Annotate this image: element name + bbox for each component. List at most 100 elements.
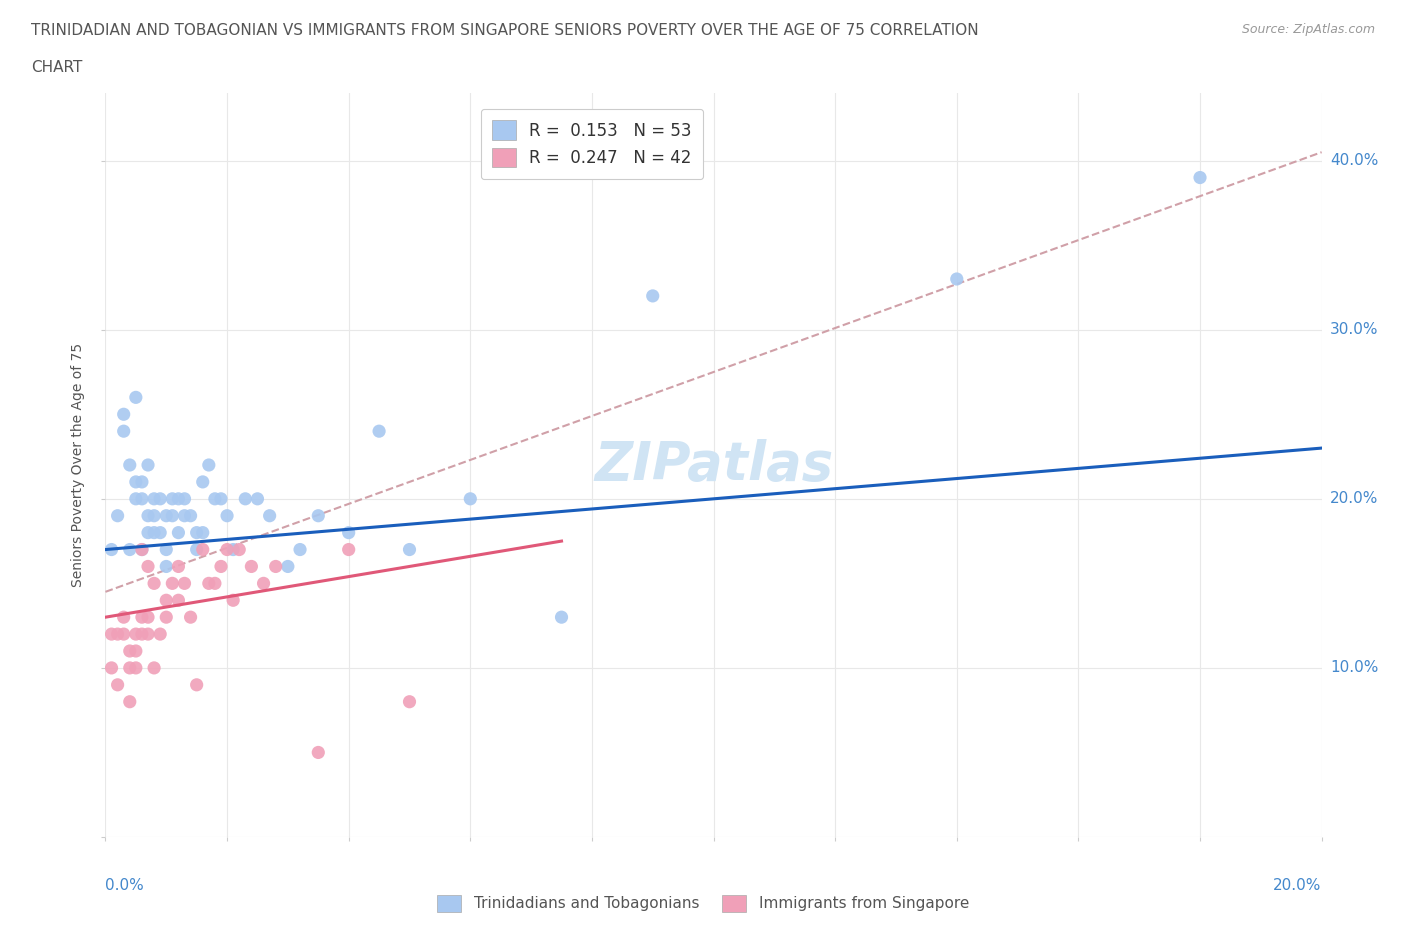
Point [155, 542, 177, 557]
Point [136, 525, 159, 540]
Point [228, 542, 250, 557]
Point [125, 660, 148, 675]
Point [100, 627, 122, 642]
Point [191, 525, 214, 540]
Text: 20.0%: 20.0% [1274, 878, 1322, 893]
Point [149, 491, 172, 506]
Point [131, 474, 153, 489]
Point [1188, 170, 1211, 185]
Point [143, 491, 166, 506]
Point [222, 592, 245, 607]
Point [155, 592, 177, 607]
Point [136, 627, 159, 642]
Point [209, 559, 232, 574]
Point [118, 660, 141, 675]
Point [307, 745, 329, 760]
Point [398, 542, 420, 557]
Text: 40.0%: 40.0% [1330, 153, 1378, 168]
Point [136, 610, 159, 625]
Point [136, 559, 159, 574]
Text: CHART: CHART [31, 60, 83, 75]
Point [550, 610, 572, 625]
Point [198, 576, 221, 591]
Y-axis label: Seniors Poverty Over the Age of 75: Seniors Poverty Over the Age of 75 [72, 343, 86, 587]
Point [125, 644, 148, 658]
Point [143, 525, 166, 540]
Point [180, 610, 202, 625]
Point [107, 627, 129, 642]
Point [240, 559, 263, 574]
Point [641, 288, 664, 303]
Point [204, 491, 226, 506]
Point [112, 406, 135, 421]
Point [112, 610, 135, 625]
Point [125, 474, 148, 489]
Point [112, 424, 135, 439]
Point [277, 559, 299, 574]
Point [131, 491, 153, 506]
Point [136, 509, 159, 524]
Point [458, 491, 481, 506]
Point [162, 576, 184, 591]
Text: ZIPatlas: ZIPatlas [593, 439, 834, 491]
Legend: R =  0.153   N = 53, R =  0.247   N = 42: R = 0.153 N = 53, R = 0.247 N = 42 [481, 109, 703, 179]
Point [112, 627, 135, 642]
Point [131, 627, 153, 642]
Point [945, 272, 967, 286]
Point [233, 491, 256, 506]
Point [217, 509, 239, 524]
Text: 10.0%: 10.0% [1330, 660, 1378, 675]
Point [180, 509, 202, 524]
Point [288, 542, 311, 557]
Point [264, 559, 287, 574]
Point [337, 542, 360, 557]
Point [186, 542, 208, 557]
Text: 20.0%: 20.0% [1330, 491, 1378, 506]
Point [252, 576, 274, 591]
Point [173, 576, 195, 591]
Point [398, 695, 420, 710]
Point [173, 509, 195, 524]
Point [198, 458, 221, 472]
Point [143, 576, 166, 591]
Point [118, 542, 141, 557]
Point [167, 525, 190, 540]
Point [246, 491, 269, 506]
Point [186, 525, 208, 540]
Point [100, 542, 122, 557]
Point [217, 542, 239, 557]
Text: Source: ZipAtlas.com: Source: ZipAtlas.com [1241, 23, 1375, 36]
Point [131, 542, 153, 557]
Point [162, 491, 184, 506]
Point [155, 559, 177, 574]
Point [136, 458, 159, 472]
Legend: Trinidadians and Tobagonians, Immigrants from Singapore: Trinidadians and Tobagonians, Immigrants… [430, 889, 976, 918]
Point [155, 610, 177, 625]
Point [143, 509, 166, 524]
Point [368, 424, 391, 439]
Point [337, 525, 360, 540]
Point [204, 576, 226, 591]
Point [222, 542, 245, 557]
Point [131, 542, 153, 557]
Point [167, 592, 190, 607]
Point [131, 610, 153, 625]
Text: 0.0%: 0.0% [105, 878, 145, 893]
Point [191, 542, 214, 557]
Point [155, 509, 177, 524]
Point [307, 509, 329, 524]
Point [167, 491, 190, 506]
Point [107, 677, 129, 692]
Text: 30.0%: 30.0% [1330, 322, 1378, 338]
Point [125, 491, 148, 506]
Point [209, 491, 232, 506]
Point [173, 491, 195, 506]
Point [149, 627, 172, 642]
Point [167, 559, 190, 574]
Point [191, 474, 214, 489]
Point [125, 390, 148, 405]
Point [118, 458, 141, 472]
Point [125, 627, 148, 642]
Point [143, 660, 166, 675]
Point [149, 525, 172, 540]
